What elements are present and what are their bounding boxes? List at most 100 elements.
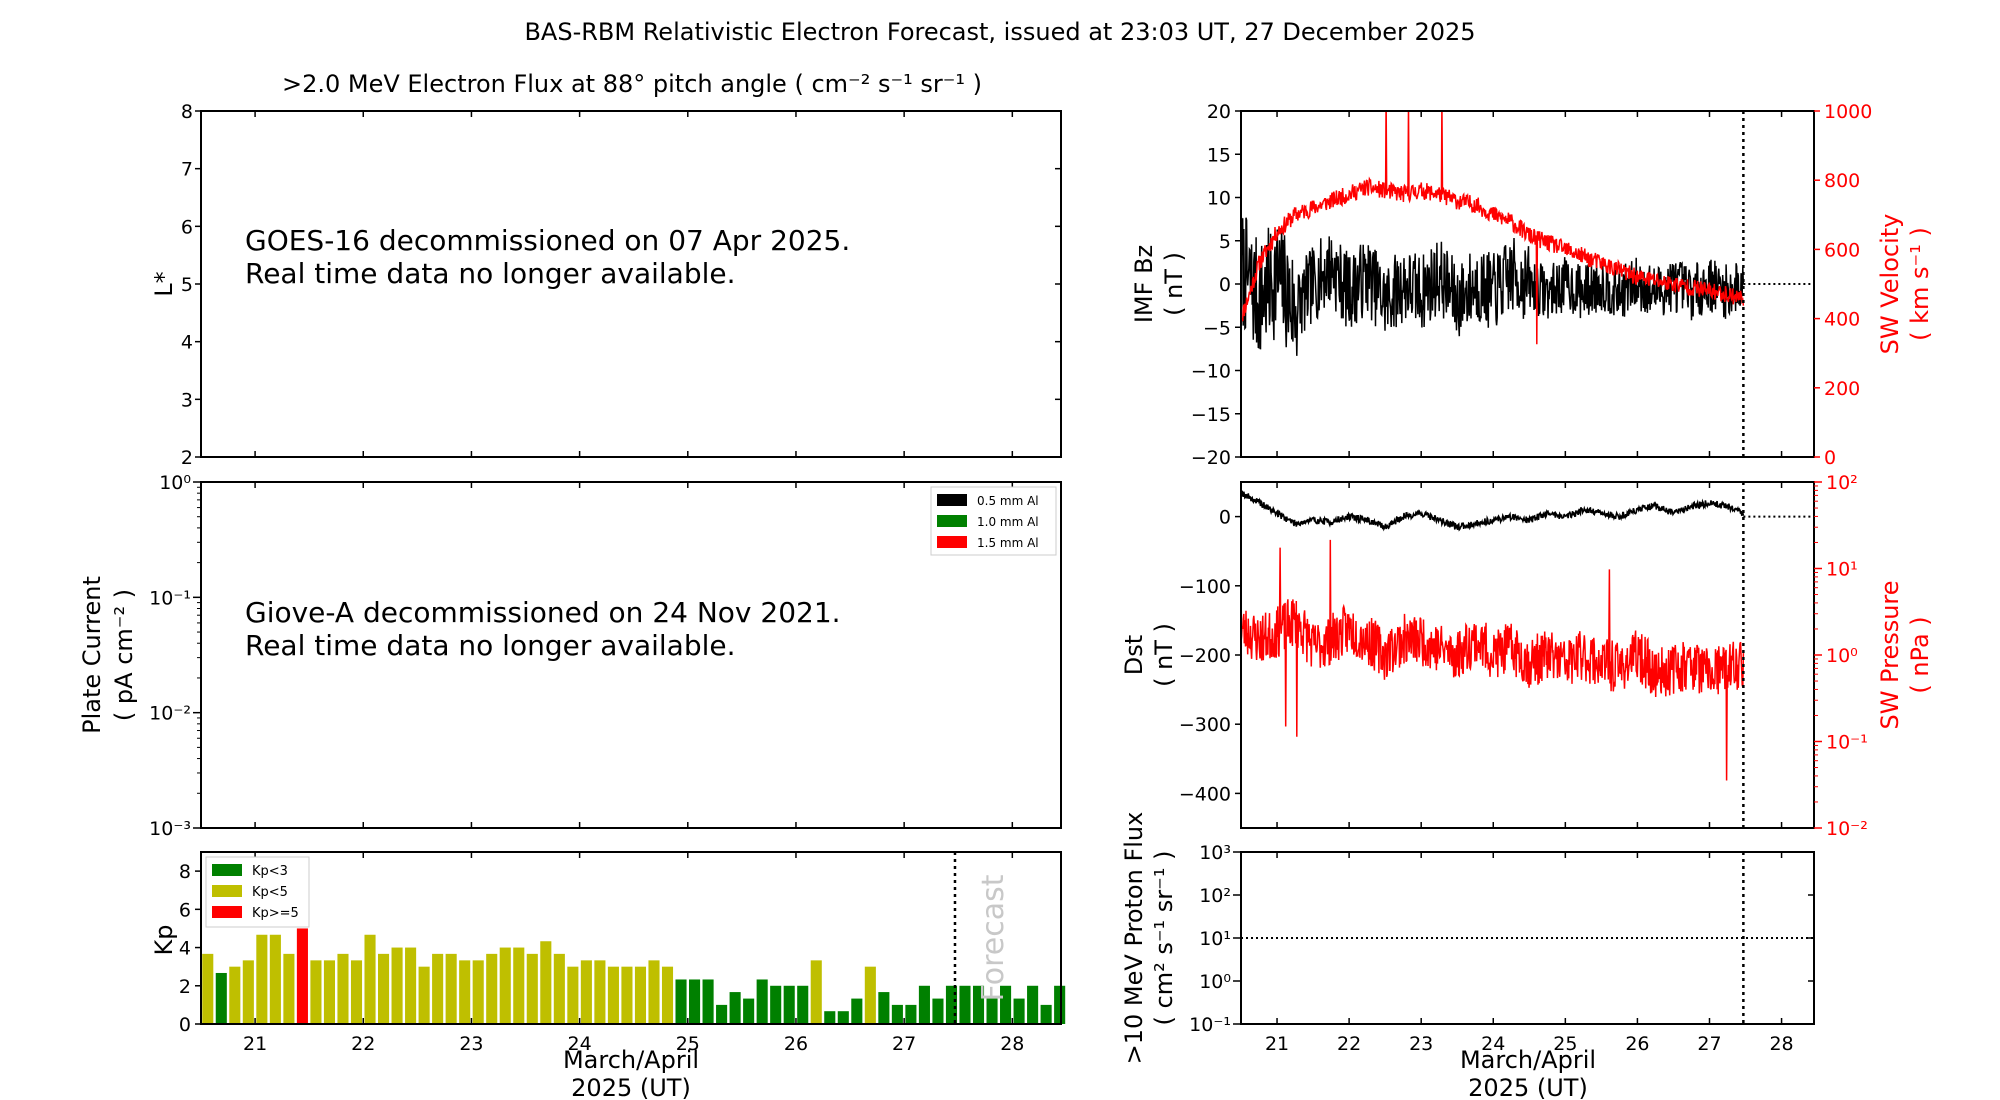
kp-xlabel-line1: March/April xyxy=(563,1046,699,1074)
kp-bar xyxy=(945,985,958,1024)
y-tick-label: 10⁰ xyxy=(159,472,191,494)
kp-legend-swatch-1 xyxy=(212,885,242,897)
kp-y-ticks: 0 2 4 6 8 xyxy=(179,861,201,1036)
kp-x-ticks: 21 22 23 24 25 26 27 28 xyxy=(243,852,1024,1055)
kp-bar xyxy=(378,953,390,1024)
kp-bar xyxy=(337,953,349,1024)
sw-velocity-ylabel-units: ( km s⁻¹ ) xyxy=(1906,227,1934,341)
kp-bar xyxy=(891,1004,903,1024)
kp-bar xyxy=(756,979,768,1024)
kp-bar xyxy=(323,960,336,1024)
imf-panel: 20 15 10 5 0 −5 −10 −15 −20 1000 800 600 400 200 0 IM… xyxy=(1130,101,1934,469)
kp-bars xyxy=(202,928,1066,1024)
x-tick-label: 28 xyxy=(1769,1033,1793,1055)
y-tick-label: 8 xyxy=(181,101,193,123)
y-tick-label: 600 xyxy=(1824,239,1860,261)
y-tick-label: 15 xyxy=(1207,144,1231,166)
imf-y-ticks: 20 15 10 5 0 −5 −10 −15 −20 xyxy=(1191,101,1241,469)
kp-bar xyxy=(648,960,660,1024)
forecast-label: Forecast xyxy=(976,874,1011,1001)
kp-bar xyxy=(242,960,254,1024)
y-tick-label: 10 xyxy=(1207,188,1231,210)
kp-ylabel: Kp xyxy=(150,925,178,956)
proton-flux-panel: 10³ 10² 10¹ 10⁰ 10⁻¹ 21 22 23 24 25 26 27 28 >10 Me… xyxy=(1120,812,1815,1100)
y-tick-label: 5 xyxy=(181,274,193,296)
kp-bar xyxy=(486,953,498,1024)
y-tick-label: 4 xyxy=(179,938,191,960)
sw-pressure-ylabel: SW Pressure xyxy=(1876,580,1904,729)
kp-axes xyxy=(200,851,1062,1025)
kp-bar xyxy=(716,1004,728,1024)
electron-flux-x-ticks xyxy=(254,111,1014,457)
y-tick-label: 1000 xyxy=(1824,101,1872,123)
kp-bar xyxy=(864,966,876,1024)
electron-flux-panel: >2.0 MeV Electron Flux at 88° pitch angl… xyxy=(150,70,1062,469)
sw-velocity-trace xyxy=(1241,111,1745,345)
kp-bar xyxy=(540,941,552,1024)
kp-bar xyxy=(459,960,471,1024)
kp-bar xyxy=(202,953,214,1024)
imf-x-ticks xyxy=(1276,111,1783,457)
sw-velocity-ylabel: SW Velocity xyxy=(1876,214,1904,355)
dst-ylabel: Dst xyxy=(1120,635,1148,675)
y-tick-label: 0 xyxy=(1824,447,1836,469)
kp-bar xyxy=(215,972,227,1024)
dst-trace xyxy=(1241,490,1745,532)
proton-flux-y-ticks: 10³ 10² 10¹ 10⁰ 10⁻¹ xyxy=(1189,842,1814,1036)
y-tick-label: 6 xyxy=(179,899,191,921)
kp-legend-swatch-0 xyxy=(212,864,242,876)
kp-bar xyxy=(513,947,525,1024)
y-tick-label: 200 xyxy=(1824,378,1860,400)
y-tick-label: 10⁰ xyxy=(1199,971,1231,993)
kp-xlabel-line2: 2025 (UT) xyxy=(571,1074,691,1100)
kp-bar xyxy=(810,960,822,1024)
kp-bar xyxy=(986,998,998,1024)
x-tick-label: 21 xyxy=(1265,1033,1289,1055)
y-tick-label: 10⁻² xyxy=(1826,818,1868,840)
kp-bar xyxy=(959,985,971,1024)
y-tick-label: 2 xyxy=(179,976,191,998)
y-tick-label: 5 xyxy=(1219,231,1231,253)
kp-bar xyxy=(364,934,376,1024)
kp-bar xyxy=(310,960,322,1024)
kp-bar xyxy=(770,985,782,1024)
kp-bar xyxy=(1013,998,1025,1024)
x-tick-label: 26 xyxy=(1625,1033,1649,1055)
kp-bar xyxy=(1054,985,1066,1024)
kp-bar xyxy=(580,960,592,1024)
x-tick-label: 25 xyxy=(676,1033,700,1055)
kp-bar xyxy=(229,966,241,1024)
kp-bar xyxy=(634,966,647,1024)
kp-bar xyxy=(851,998,863,1024)
kp-bar xyxy=(526,953,538,1024)
y-tick-label: −200 xyxy=(1179,645,1231,667)
y-tick-label: 0 xyxy=(1219,274,1231,296)
kp-bar xyxy=(391,947,403,1024)
legend-label-0: 0.5 mm Al xyxy=(977,494,1039,508)
kp-bar xyxy=(296,928,308,1024)
dst-x-ticks xyxy=(1276,482,1783,828)
kp-bar xyxy=(675,979,687,1024)
x-tick-label: 25 xyxy=(1553,1033,1577,1055)
y-tick-label: −5 xyxy=(1203,317,1231,339)
plate-current-note-line1: Giove-A decommissioned on 24 Nov 2021. xyxy=(245,596,841,629)
y-tick-label: 10² xyxy=(1826,472,1858,494)
y-tick-label: 20 xyxy=(1207,101,1231,123)
legend-label-1: 1.0 mm Al xyxy=(977,515,1039,529)
kp-bar xyxy=(445,953,457,1024)
kp-bar xyxy=(1040,1004,1052,1024)
kp-bar xyxy=(702,979,714,1024)
y-tick-label: −20 xyxy=(1191,447,1231,469)
kp-bar xyxy=(1027,985,1039,1024)
x-tick-label: 23 xyxy=(459,1033,483,1055)
kp-bar xyxy=(824,1011,836,1024)
y-tick-label: 10² xyxy=(1199,885,1231,907)
imf-ylabel-units: ( nT ) xyxy=(1160,252,1188,316)
kp-legend-label-1: Kp<5 xyxy=(252,885,288,900)
y-tick-label: −100 xyxy=(1179,576,1231,598)
kp-bar xyxy=(837,1011,849,1024)
x-tick-label: 24 xyxy=(568,1033,592,1055)
y-tick-label: 10⁻¹ xyxy=(1826,732,1868,754)
